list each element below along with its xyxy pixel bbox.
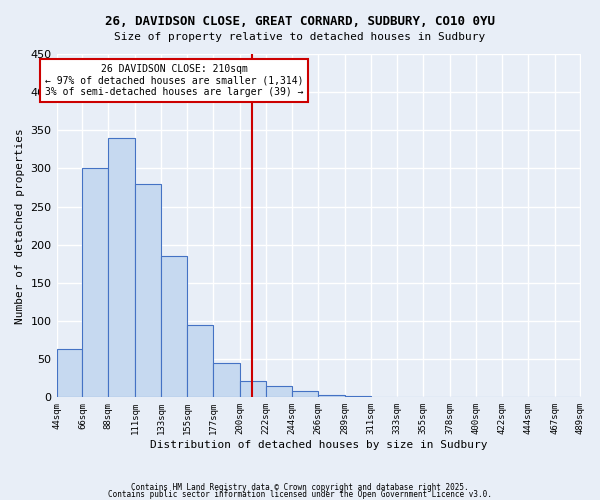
Text: Contains public sector information licensed under the Open Government Licence v3: Contains public sector information licen… (108, 490, 492, 499)
Y-axis label: Number of detached properties: Number of detached properties (15, 128, 25, 324)
Bar (318, 395, 345, 398)
Bar (345, 396, 371, 398)
Text: 26, DAVIDSON CLOSE, GREAT CORNARD, SUDBURY, CO10 0YU: 26, DAVIDSON CLOSE, GREAT CORNARD, SUDBU… (105, 15, 495, 28)
Bar (423, 396, 450, 398)
Bar (213, 363, 240, 398)
Bar (240, 380, 266, 398)
Bar (56, 350, 82, 398)
Text: 26 DAVIDSON CLOSE: 210sqm
← 97% of detached houses are smaller (1,314)
3% of sem: 26 DAVIDSON CLOSE: 210sqm ← 97% of detac… (45, 64, 304, 98)
Bar (266, 386, 292, 398)
Bar (109, 138, 136, 398)
Text: Contains HM Land Registry data © Crown copyright and database right 2025.: Contains HM Land Registry data © Crown c… (131, 484, 469, 492)
Bar (82, 168, 109, 398)
X-axis label: Distribution of detached houses by size in Sudbury: Distribution of detached houses by size … (150, 440, 487, 450)
Bar (187, 325, 213, 398)
Bar (136, 184, 161, 398)
Bar (161, 256, 187, 398)
Bar (371, 396, 397, 398)
Bar (292, 391, 318, 398)
Text: Size of property relative to detached houses in Sudbury: Size of property relative to detached ho… (115, 32, 485, 42)
